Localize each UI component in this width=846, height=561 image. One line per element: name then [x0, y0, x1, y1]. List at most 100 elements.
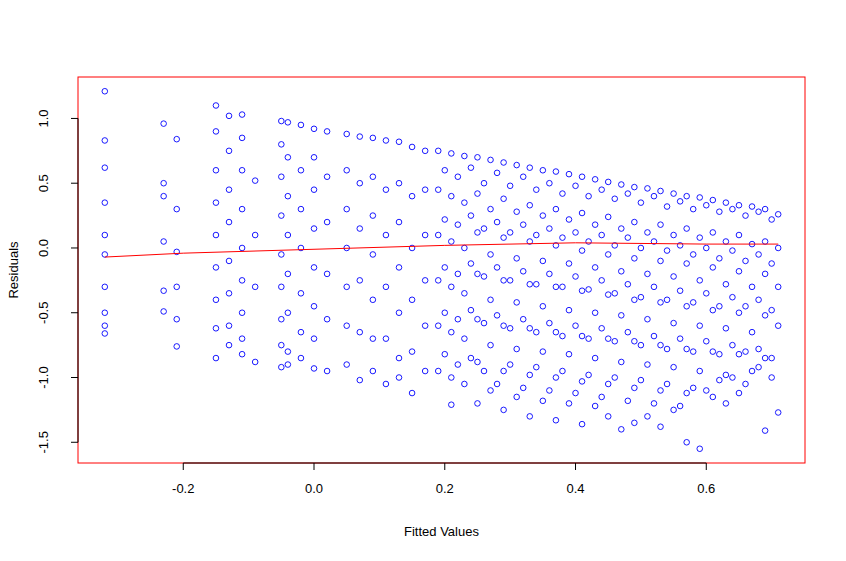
point — [507, 325, 513, 331]
point — [769, 375, 775, 381]
point — [344, 206, 350, 212]
point — [324, 174, 330, 180]
point — [409, 193, 415, 199]
point — [468, 355, 474, 361]
point — [514, 394, 520, 400]
point — [749, 284, 755, 290]
point — [435, 232, 441, 238]
point — [553, 329, 559, 335]
y-axis-title: Residuals — [6, 241, 21, 299]
point — [671, 320, 677, 326]
point — [514, 256, 520, 262]
point — [435, 368, 441, 374]
point — [501, 407, 507, 413]
point — [736, 202, 742, 208]
point — [527, 372, 533, 378]
point — [527, 325, 533, 331]
point — [632, 385, 638, 391]
y-tick-label: -0.5 — [36, 302, 51, 324]
chart: -0.20.00.20.40.61.00.50.0-0.5-1.0-1.5Fit… — [0, 0, 846, 561]
point — [723, 325, 729, 331]
point — [435, 278, 441, 284]
point — [743, 381, 749, 387]
point — [697, 195, 703, 201]
point — [553, 375, 559, 381]
point — [743, 303, 749, 309]
point — [422, 278, 428, 284]
point — [520, 385, 526, 391]
point — [370, 297, 376, 303]
y-tick-label: -1.0 — [36, 366, 51, 388]
point — [442, 265, 448, 271]
y-tick-label: -1.5 — [36, 431, 51, 453]
point — [671, 407, 677, 413]
point — [102, 232, 108, 238]
point — [579, 288, 585, 294]
point — [703, 338, 709, 344]
point — [527, 165, 533, 171]
point — [279, 342, 285, 348]
point — [462, 336, 468, 342]
point — [710, 230, 716, 236]
point — [475, 191, 481, 197]
point — [161, 180, 167, 186]
point — [501, 196, 507, 202]
point — [605, 336, 611, 342]
point — [690, 252, 696, 258]
point — [625, 191, 631, 197]
point — [396, 219, 402, 225]
point — [651, 333, 657, 339]
point — [599, 325, 605, 331]
point — [449, 329, 455, 335]
point — [324, 368, 330, 374]
point — [775, 212, 781, 218]
point — [494, 170, 500, 176]
point — [475, 271, 481, 277]
point — [239, 336, 245, 342]
point — [677, 403, 683, 409]
point — [710, 197, 716, 203]
x-tick-label: 0.4 — [566, 481, 584, 496]
point — [632, 219, 638, 225]
point — [344, 131, 350, 137]
plot-frame — [78, 77, 805, 463]
point — [422, 232, 428, 238]
point — [658, 300, 664, 306]
point — [651, 193, 657, 199]
point — [684, 346, 690, 352]
point — [592, 355, 598, 361]
point — [449, 239, 455, 245]
point — [684, 226, 690, 232]
point — [462, 245, 468, 251]
point — [527, 202, 533, 208]
point — [279, 252, 285, 258]
point — [174, 316, 180, 322]
point — [285, 349, 291, 355]
point — [468, 261, 474, 267]
point — [344, 323, 350, 329]
point — [612, 338, 618, 344]
point — [605, 252, 611, 258]
point — [213, 355, 219, 361]
point — [370, 368, 376, 374]
point — [239, 135, 245, 141]
point — [762, 313, 768, 319]
point — [435, 187, 441, 193]
point — [717, 256, 723, 262]
point — [475, 359, 481, 365]
point — [599, 278, 605, 284]
point — [370, 135, 376, 141]
point — [494, 219, 500, 225]
point — [723, 239, 729, 245]
point — [298, 206, 304, 212]
point — [573, 230, 579, 236]
point — [213, 167, 219, 173]
point — [632, 338, 638, 344]
point — [690, 300, 696, 306]
point — [161, 309, 167, 315]
point — [592, 177, 598, 183]
point — [311, 303, 317, 309]
point — [396, 375, 402, 381]
point — [560, 333, 566, 339]
point — [285, 120, 291, 126]
